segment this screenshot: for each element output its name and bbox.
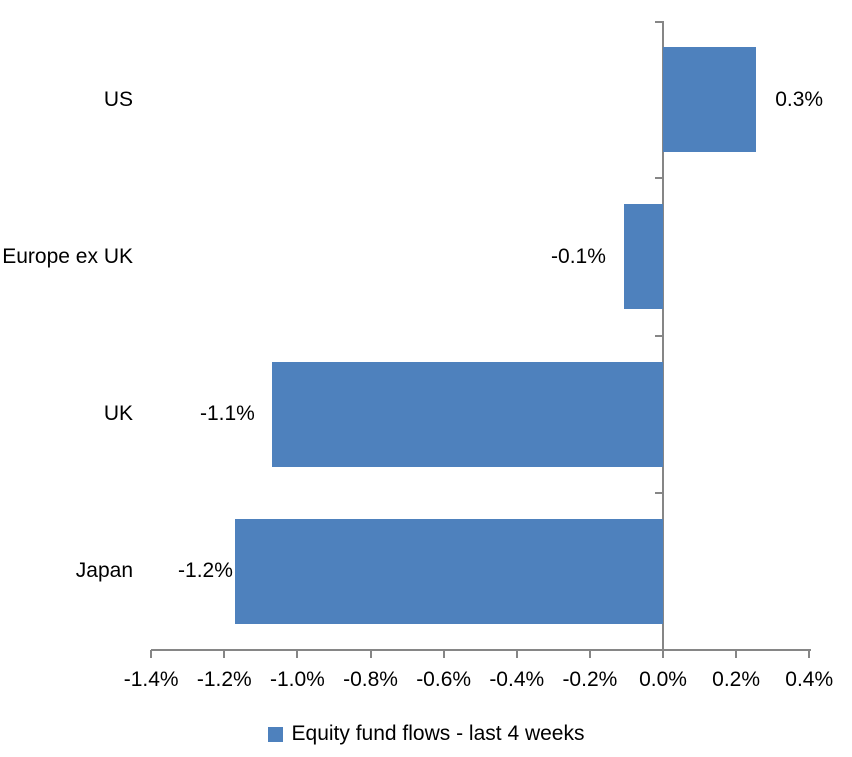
- x-axis-tick-label: -1.0%: [269, 668, 325, 691]
- x-axis-tick-label: 0.0%: [639, 668, 687, 691]
- bar-data-label: -1.2%: [178, 559, 233, 583]
- category-label: US: [103, 87, 133, 111]
- x-axis-tick-label: 0.4%: [785, 668, 834, 691]
- bar-us: [663, 47, 757, 153]
- legend-label: Equity fund flows - last 4 weeks: [291, 722, 585, 745]
- bar-uk: [271, 361, 663, 467]
- legend-swatch: [267, 726, 283, 742]
- x-axis-tick-label: -0.2%: [562, 668, 618, 691]
- x-axis-tick-label: 0.2%: [712, 668, 761, 691]
- bar-data-label: 0.3%: [775, 87, 824, 111]
- y-axis-tick: [655, 21, 663, 23]
- category-label: Europe ex UK: [2, 244, 133, 268]
- x-axis-tick: [442, 650, 445, 658]
- bar-europe-ex-uk: [623, 204, 663, 310]
- y-axis-tick: [655, 177, 663, 180]
- x-axis-tick: [808, 650, 811, 658]
- category-label: UK: [103, 402, 133, 426]
- x-axis-tick: [223, 650, 226, 658]
- x-axis-tick-label: -0.4%: [489, 668, 545, 691]
- x-axis-tick: [735, 650, 738, 658]
- zero-axis-line: [662, 21, 664, 658]
- bar-data-label: -0.1%: [551, 244, 606, 268]
- x-axis-tick-label: -1.4%: [123, 668, 179, 691]
- x-axis-tick: [662, 650, 664, 658]
- category-label: Japan: [75, 559, 133, 583]
- x-axis-tick: [515, 650, 518, 658]
- legend: Equity fund flows - last 4 weeks: [0, 721, 852, 747]
- x-axis-line: [151, 649, 811, 651]
- y-axis-tick: [655, 334, 663, 337]
- x-axis-tick: [150, 650, 153, 658]
- x-axis-tick: [369, 650, 372, 658]
- x-axis-tick: [588, 650, 591, 658]
- x-axis-tick: [296, 650, 299, 658]
- x-axis-tick-label: -1.2%: [196, 668, 252, 691]
- bar-japan: [234, 518, 663, 624]
- bar-data-label: -1.1%: [199, 402, 255, 426]
- x-axis-tick-label: -0.8%: [343, 668, 398, 691]
- x-axis-tick-label: -0.6%: [416, 668, 472, 691]
- y-axis-tick: [655, 491, 663, 494]
